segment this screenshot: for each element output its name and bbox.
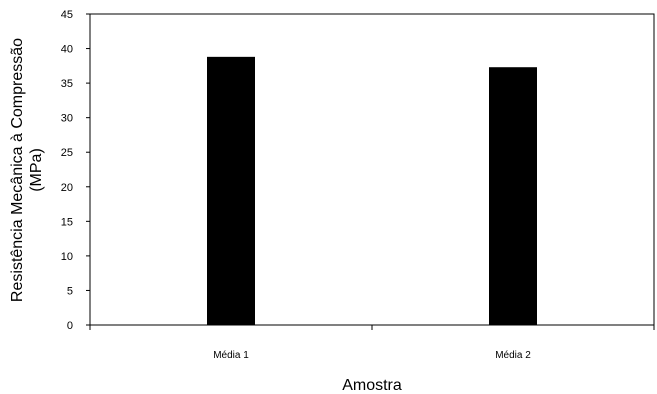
y-tick-label: 20 [61, 182, 73, 194]
y-tick-label: 35 [61, 78, 73, 90]
y-tick-label: 45 [61, 9, 73, 21]
category-label: Média 2 [495, 350, 531, 361]
x-axis-title: Amostra [342, 377, 402, 394]
y-tick-label: 40 [61, 44, 73, 56]
plot-area [89, 13, 655, 326]
y-tick-label: 5 [67, 285, 73, 297]
category-label: Média 1 [213, 350, 249, 361]
y-axis-ticks: 0 5 10 15 20 25 30 35 40 45 [61, 9, 90, 332]
y-axis-title-line1: Resistência Mecânica à Compressão [9, 38, 26, 302]
y-tick-label: 10 [61, 251, 73, 263]
y-tick-label: 0 [67, 320, 73, 332]
x-axis-ticks [89, 325, 655, 330]
bars [207, 56, 537, 326]
y-tick-label: 30 [61, 113, 73, 125]
y-axis-title: Resistência Mecânica à Compressão (MPa) [9, 38, 45, 302]
y-tick-label: 15 [61, 216, 73, 228]
y-axis-title-line2: (MPa) [28, 148, 45, 192]
bar-1 [207, 56, 255, 326]
y-tick-label: 25 [61, 147, 73, 159]
category-labels: Média 1 Média 2 [213, 350, 531, 361]
bar-2 [489, 67, 537, 326]
